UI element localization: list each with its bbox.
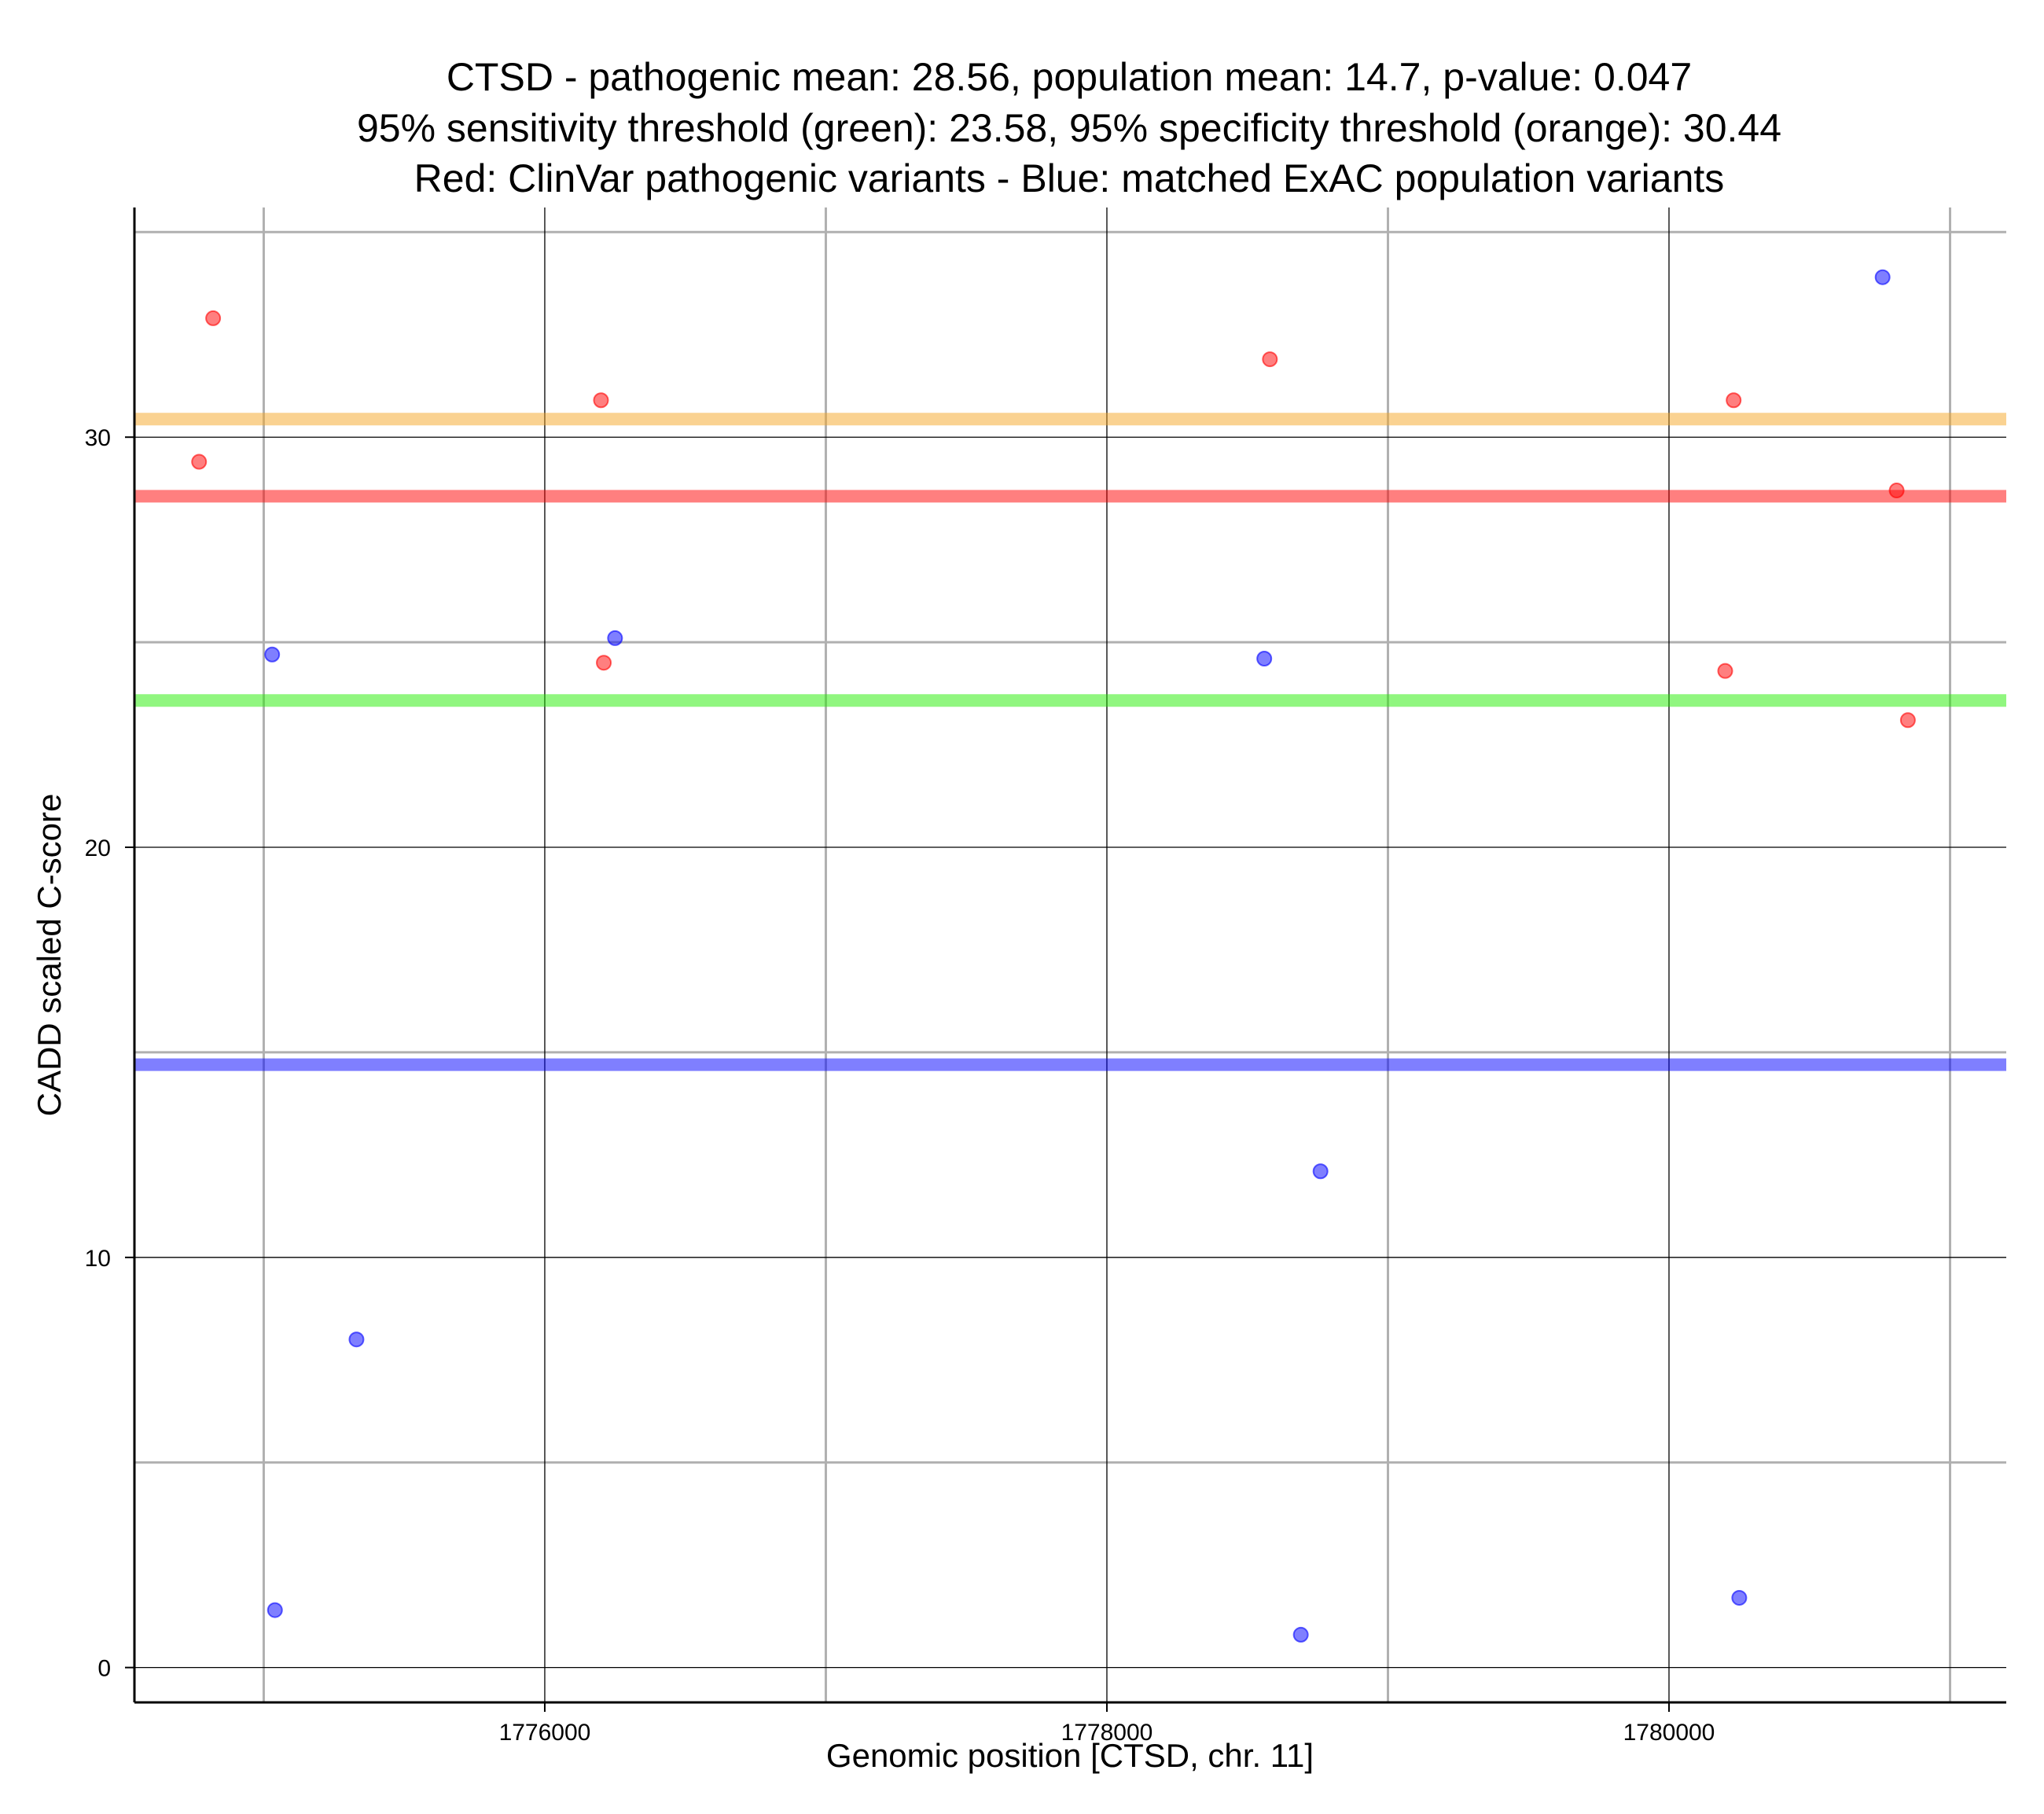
major-gridlines	[134, 207, 2006, 1702]
clinvar-pathogenic-point	[1262, 351, 1278, 368]
clinvar-pathogenic-point	[191, 454, 208, 470]
clinvar-pathogenic-point	[1899, 712, 1916, 729]
chart-title: CTSD - pathogenic mean: 28.56, populatio…	[357, 55, 1781, 200]
y-axis-title: CADD scaled C-score	[31, 794, 68, 1117]
minor-gridlines	[134, 207, 2006, 1702]
exac-population-point	[607, 630, 623, 646]
exac-population-point	[1292, 1626, 1309, 1643]
y-tick-label: 10	[85, 1246, 111, 1272]
data-points	[191, 269, 1916, 1643]
x-tick-label: 1780000	[1623, 1720, 1715, 1746]
clinvar-pathogenic-point	[593, 392, 609, 409]
exac-population-point	[1874, 269, 1891, 285]
x-tick-label: 1778000	[1061, 1720, 1153, 1746]
y-tick-label: 20	[85, 835, 111, 861]
axes	[125, 207, 2006, 1712]
x-axis-title: Genomic position [CTSD, chr. 11]	[826, 1737, 1314, 1774]
x-tick-labels: 1776000 1778000 1780000	[499, 1720, 1715, 1746]
title-line-3: Red: ClinVar pathogenic variants - Blue:…	[414, 156, 1725, 200]
exac-population-point	[267, 1602, 283, 1618]
clinvar-pathogenic-point	[205, 310, 222, 326]
x-tick-label: 1776000	[499, 1720, 591, 1746]
exac-population-point	[1312, 1163, 1329, 1180]
exac-population-point	[264, 646, 281, 663]
clinvar-pathogenic-point	[596, 655, 612, 671]
reference-lines	[134, 413, 2006, 1071]
clinvar-pathogenic-point	[1726, 392, 1742, 409]
title-line-1: CTSD - pathogenic mean: 28.56, populatio…	[447, 55, 1692, 99]
exac-population-point	[1731, 1589, 1748, 1606]
y-tick-labels: 0 10 20 30	[85, 425, 111, 1681]
y-tick-label: 0	[97, 1656, 111, 1682]
y-tick-label: 30	[85, 425, 111, 451]
exac-population-point	[1256, 650, 1273, 666]
clinvar-pathogenic-point	[1888, 483, 1905, 499]
clinvar-pathogenic-point	[1717, 663, 1733, 679]
exac-population-point	[348, 1331, 365, 1348]
title-line-2: 95% sensitivity threshold (green): 23.58…	[357, 106, 1781, 150]
